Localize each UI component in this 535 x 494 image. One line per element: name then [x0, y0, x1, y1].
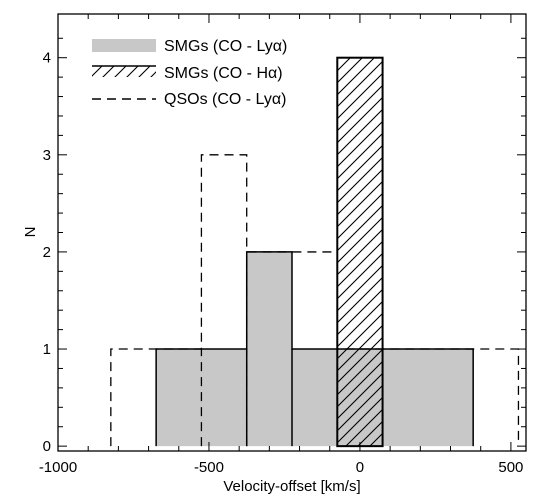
legend-swatch-smg-ha	[92, 66, 156, 77]
y-axis-label: N	[22, 227, 39, 238]
legend-label-qso-lya: QSOs (CO - Lyα)	[164, 91, 286, 108]
qso-lya-outline	[110, 154, 520, 447]
y-tick-label: 0	[43, 438, 51, 455]
y-tick-label: 1	[43, 341, 51, 358]
smg-lya-bar-1	[246, 251, 292, 447]
axes-layer: -1000 -500 0 500 0 1 2 3 4	[39, 13, 527, 476]
x-axis-label: Velocity-offset [km/s]	[223, 478, 360, 494]
x-tick-label: 0	[356, 459, 364, 476]
smg-ha-bar-0	[336, 56, 384, 448]
x-tick-label: 500	[498, 459, 523, 476]
y-tick-label: 4	[43, 50, 51, 67]
legend: SMGs (CO - Lyα) SMGs (CO - Hα) QSOs (CO - …	[92, 38, 287, 108]
x-tick-label: -500	[194, 459, 224, 476]
legend-label-smg-lya: SMGs (CO - Lyα)	[164, 38, 287, 55]
y-tick-label: 2	[43, 244, 51, 261]
bars-layer	[110, 56, 520, 448]
y-tick-label: 3	[43, 147, 51, 164]
legend-swatch-smg-lya	[92, 39, 156, 52]
x-tick-label: -1000	[39, 459, 77, 476]
legend-label-smg-ha: SMGs (CO - Hα)	[164, 65, 283, 82]
